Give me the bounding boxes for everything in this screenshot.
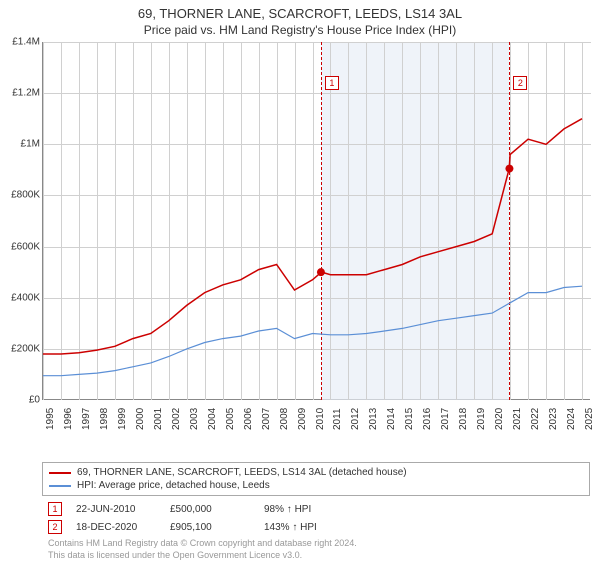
chart-container: 69, THORNER LANE, SCARCROFT, LEEDS, LS14… [0,0,600,560]
plot-region: 12 [42,42,590,400]
legend-swatch [49,485,71,487]
data-points-table: 1 22-JUN-2010 £500,000 98% ↑ HPI 2 18-DE… [42,500,590,536]
marker-badge: 2 [48,520,62,534]
legend-label: 69, THORNER LANE, SCARCROFT, LEEDS, LS14… [77,467,407,478]
chart-title: 69, THORNER LANE, SCARCROFT, LEEDS, LS14… [0,0,600,21]
data-pct: 143% ↑ HPI [264,522,344,533]
legend-item: 69, THORNER LANE, SCARCROFT, LEEDS, LS14… [49,466,583,479]
legend-label: HPI: Average price, detached house, Leed… [77,480,270,491]
legend-section: 69, THORNER LANE, SCARCROFT, LEEDS, LS14… [42,462,590,563]
data-price: £905,100 [170,522,250,533]
legend-box: 69, THORNER LANE, SCARCROFT, LEEDS, LS14… [42,462,590,496]
marker-badge: 1 [48,502,62,516]
legend-swatch [49,472,71,474]
data-date: 18-DEC-2020 [76,522,156,533]
data-pct: 98% ↑ HPI [264,504,344,515]
data-price: £500,000 [170,504,250,515]
legend-item: HPI: Average price, detached house, Leed… [49,479,583,492]
disclaimer-text: Contains HM Land Registry data © Crown c… [42,536,590,563]
data-date: 22-JUN-2010 [76,504,156,515]
data-point-row: 2 18-DEC-2020 £905,100 143% ↑ HPI [42,518,590,536]
disclaimer-line: Contains HM Land Registry data © Crown c… [48,538,584,550]
data-point-row: 1 22-JUN-2010 £500,000 98% ↑ HPI [42,500,590,518]
chart-subtitle: Price paid vs. HM Land Registry's House … [0,21,600,41]
chart-area: 12 [42,42,590,430]
line-series [43,42,591,400]
